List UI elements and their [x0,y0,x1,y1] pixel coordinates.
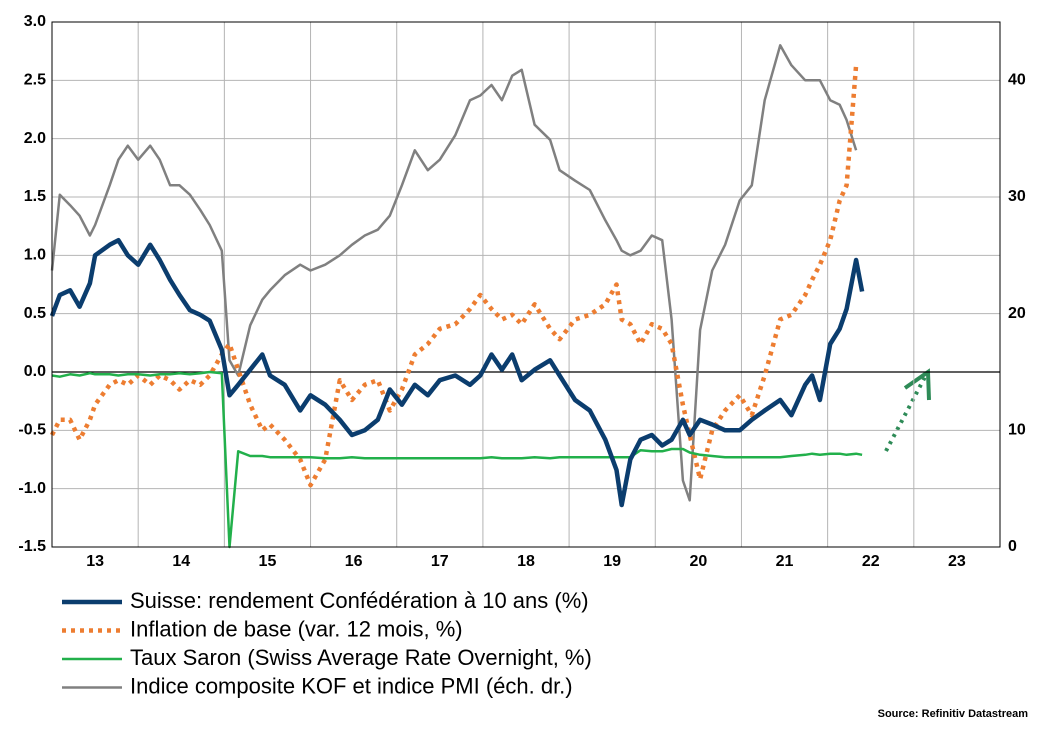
y2-tick-label: 10 [1008,422,1026,439]
y-tick-label: -1.0 [18,480,46,497]
series-line [49,237,865,508]
x-tick-label: 16 [345,553,363,570]
series-line [49,65,859,488]
x-tick-label: 21 [776,553,794,570]
y-tick-label: 0.0 [24,363,46,380]
y2-tick-label: 40 [1008,72,1026,89]
x-tick-label: 15 [259,553,277,570]
x-tick-label: 23 [948,553,966,570]
x-tick-label: 14 [172,553,190,570]
y2-tick-label: 30 [1008,188,1026,205]
series-line [50,44,858,502]
x-tick-label: 19 [603,553,621,570]
legend-label: Indice composite KOF et indice PMI (éch.… [130,673,573,698]
x-tick-label: 17 [431,553,449,570]
y2-tick-label: 20 [1008,305,1026,322]
y-tick-label: 2.5 [24,72,46,89]
legend-label: Suisse: rendement Confédération à 10 ans… [130,588,589,613]
source: Source: Refinitiv Datastream [878,708,1029,720]
y-tick-label: -0.5 [18,422,46,439]
x-tick-label: 18 [517,553,535,570]
x-tick-label: 13 [86,553,104,570]
plot [49,44,1000,549]
y2-tick-label: 0 [1008,538,1017,555]
y-tick-label: 2.0 [24,130,46,147]
y-tick-label: 3.0 [24,13,46,30]
y-tick-label: 0.5 [24,305,46,322]
y-tick-label: 1.0 [24,247,46,264]
x-tick-label: 20 [689,553,707,570]
x-tick-label: 22 [862,553,880,570]
y-tick-label: -1.5 [18,538,46,555]
series-line [51,370,863,549]
legend-label: Inflation de base (var. 12 mois, %) [130,616,463,641]
y-tick-label: 1.5 [24,188,46,205]
plot-frame [51,21,1001,548]
legend-label: Taux Saron (Swiss Average Rate Overnight… [130,645,592,670]
